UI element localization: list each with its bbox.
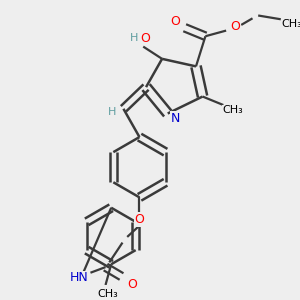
Text: O: O (140, 32, 150, 45)
Text: CH₃: CH₃ (282, 19, 300, 29)
Text: H: H (108, 106, 116, 117)
Text: O: O (231, 20, 241, 33)
Text: HN: HN (70, 271, 88, 284)
Text: CH₃: CH₃ (222, 105, 243, 115)
Text: N: N (171, 112, 180, 125)
Text: O: O (170, 15, 180, 28)
Text: CH₃: CH₃ (97, 290, 118, 299)
Text: O: O (127, 278, 137, 290)
Text: H: H (130, 33, 138, 43)
Text: O: O (134, 214, 144, 226)
